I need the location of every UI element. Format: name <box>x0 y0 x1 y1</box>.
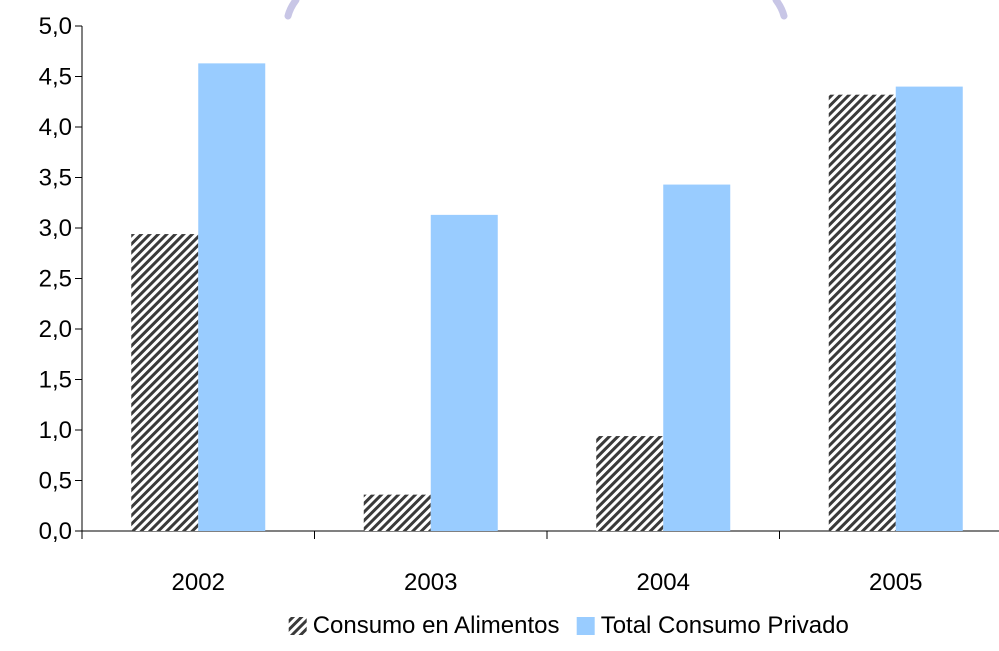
y-tick-label: 1,5 <box>39 367 72 394</box>
x-tick-label: 2005 <box>869 569 922 596</box>
y-tick-label: 2,5 <box>39 266 72 293</box>
y-tick-label: 0,5 <box>39 468 72 495</box>
bar-total-consumo-privado-2002 <box>198 63 266 532</box>
y-tick-label: 4,5 <box>39 64 72 91</box>
legend-swatch <box>288 617 307 635</box>
bar-consumo-alimentos-2003 <box>363 494 431 531</box>
y-tick-label: 1,0 <box>39 417 72 444</box>
x-axis: 2002 2003 2004 2005 <box>81 530 999 596</box>
y-tick-label: 4,0 <box>39 114 72 141</box>
bar-consumo-alimentos-2005 <box>828 94 896 532</box>
bar-consumo-alimentos-2002 <box>131 234 199 531</box>
legend: Consumo en Alimentos Total Consumo Privad… <box>288 612 849 639</box>
y-tick-label: 3,0 <box>39 215 72 242</box>
bar-total-consumo-privado-2005 <box>895 86 963 531</box>
bars <box>131 63 963 532</box>
bar-total-consumo-privado-2004 <box>663 184 731 531</box>
legend-swatch <box>576 617 595 635</box>
x-tick-label: 2004 <box>637 569 690 596</box>
legend-label: Total Consumo Privado <box>601 612 849 639</box>
title-fragment-right <box>772 0 788 20</box>
y-tick-label: 2,0 <box>39 316 72 343</box>
y-tick-label: 0,0 <box>39 518 72 545</box>
bar-total-consumo-privado-2003 <box>430 214 498 531</box>
y-tick-label: 5,0 <box>39 13 72 40</box>
x-tick-label: 2003 <box>404 569 457 596</box>
y-axis: 0,0 0,5 1,0 1,5 2,0 2,5 3,0 3,5 4,0 4,5 5,0 <box>39 13 83 545</box>
y-tick-label: 3,5 <box>39 165 72 192</box>
title-fragment-left <box>284 0 300 20</box>
x-tick-label: 2002 <box>172 569 225 596</box>
legend-label: Consumo en Alimentos <box>313 612 560 639</box>
bar-consumo-alimentos-2004 <box>596 436 664 531</box>
